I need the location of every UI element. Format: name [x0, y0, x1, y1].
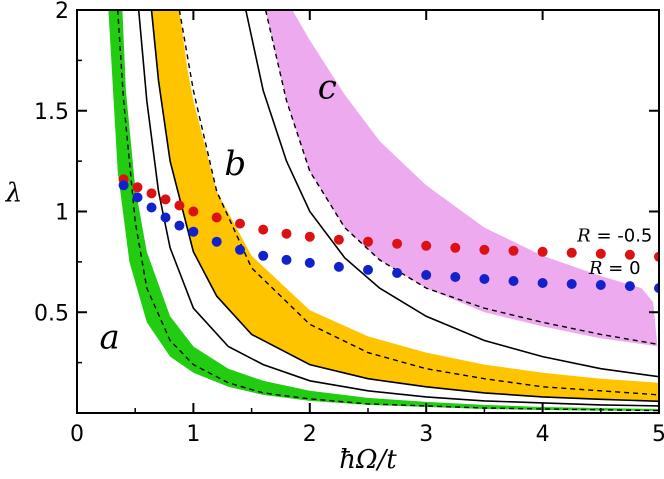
series-0-point [132, 182, 143, 193]
series-1-point [624, 281, 635, 292]
series-1-point [421, 270, 432, 280]
x-tick-label: 3 [419, 422, 433, 447]
series-0-point [595, 248, 606, 259]
y-tick-label: 1 [55, 201, 69, 226]
series-1-point [363, 264, 373, 275]
series-1-point [258, 250, 269, 261]
series-0-label: R = -0.5 [576, 226, 652, 247]
series-0-point [537, 246, 548, 257]
series-1-point [654, 283, 659, 294]
series-1-point [333, 261, 344, 272]
region-b-label: b [224, 144, 246, 184]
series-1-point [188, 226, 199, 237]
series-1-point [174, 220, 185, 231]
x-tick-label: 1 [186, 422, 200, 447]
series-0-point [174, 200, 185, 211]
series-0-point [363, 236, 373, 247]
series-1-label: R = 0 [588, 258, 641, 279]
series-0-point [508, 245, 519, 256]
series-1-point [566, 279, 577, 289]
series-0-point [258, 224, 269, 235]
series-1-point [132, 192, 143, 203]
region-a-dashed-line [117, 10, 659, 412]
region-b-dashed-line [178, 10, 659, 396]
series-1-point [235, 244, 245, 255]
annotations: ħΩ/t λ a b c R = -0.5 R = 0 [5, 68, 653, 475]
series-0-point [160, 194, 171, 205]
y-tick-label: 1.5 [34, 100, 69, 125]
axis-ticks: 0 1 2 3 4 5 0.5 1 1.5 2 [34, 0, 664, 447]
series-1-point [450, 272, 461, 282]
series-0-point [624, 249, 635, 260]
series-0-point [479, 244, 490, 255]
x-tick-label: 4 [536, 422, 550, 447]
series-0-point [333, 234, 344, 245]
series-0-point [235, 218, 245, 229]
region-c-band [265, 10, 659, 363]
series-1-point [160, 212, 171, 223]
series-1-point [479, 274, 490, 284]
series-0-point [304, 231, 315, 242]
series-0-point [281, 228, 292, 239]
series-1-point [118, 180, 129, 191]
series-0-point [146, 188, 157, 199]
region-c-dashed-line [264, 10, 659, 346]
series-1-point [281, 254, 292, 265]
y-axis-label: λ [5, 178, 22, 208]
series-0-point [188, 206, 199, 217]
region-a-label: a [99, 318, 119, 358]
series-1-point [211, 236, 222, 247]
x-axis-label: ħΩ/t [339, 445, 397, 475]
y-tick-label: 0.5 [34, 301, 69, 326]
region-c-label: c [318, 68, 337, 108]
series-1-point [595, 280, 606, 290]
series-0-point [566, 247, 577, 258]
x-tick-label: 0 [70, 422, 84, 447]
region-a-boundary-line [137, 10, 659, 407]
series-1-point [392, 268, 403, 278]
series-0-point [654, 251, 659, 262]
series-1-point [508, 276, 519, 286]
series-0-point [421, 240, 432, 251]
series-1-point [146, 202, 157, 213]
series-1-point [537, 278, 548, 288]
region-b-boundary-line [150, 10, 659, 403]
series-0-point [450, 242, 461, 253]
y-tick-label: 2 [55, 0, 69, 24]
series-0-point [392, 238, 403, 249]
series-markers [118, 174, 659, 294]
region-b-band [151, 10, 659, 402]
x-tick-label: 2 [303, 422, 317, 447]
region-c-boundary-line [245, 10, 659, 378]
x-tick-label: 5 [652, 422, 664, 447]
series-0-point [211, 212, 222, 223]
series-1-point [304, 257, 315, 268]
regions [108, 10, 659, 412]
